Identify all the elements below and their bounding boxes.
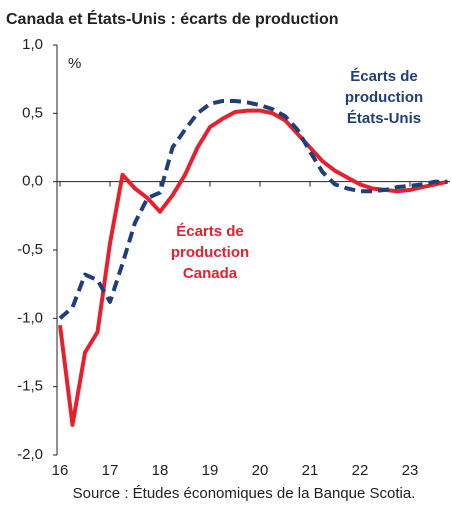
y-tick-label: -2,0 (17, 446, 43, 463)
series-line (58, 108, 448, 427)
x-tick-label: 18 (152, 462, 169, 479)
y-tick-label: 0,5 (22, 104, 43, 121)
x-tick-label: 19 (202, 462, 219, 479)
x-tick-label: 20 (252, 462, 269, 479)
series-label: Écarts de (350, 68, 418, 85)
y-tick-label: -1,5 (17, 378, 43, 395)
series-label: production (171, 244, 249, 261)
x-tick-label: 22 (352, 462, 369, 479)
y-unit: % (68, 55, 81, 72)
series-label: Écarts de (176, 223, 244, 240)
x-tick-label: 23 (402, 462, 419, 479)
y-tick-label: -0,5 (17, 241, 43, 258)
chart-title: Canada et États-Unis : écarts de product… (6, 9, 339, 28)
x-tick-label: 17 (102, 462, 119, 479)
series-line (58, 99, 448, 320)
series-label: Canada (183, 265, 238, 282)
series-label: production (345, 89, 423, 106)
y-tick-label: -1,0 (17, 309, 43, 326)
x-tick-label: 16 (52, 462, 69, 479)
x-tick-label: 21 (302, 462, 319, 479)
series-label: États-Unis (347, 110, 421, 127)
source: Source : Études économiques de la Banque… (73, 485, 416, 502)
y-tick-label: 1,0 (22, 36, 43, 53)
y-tick-label: 0,0 (22, 173, 43, 190)
